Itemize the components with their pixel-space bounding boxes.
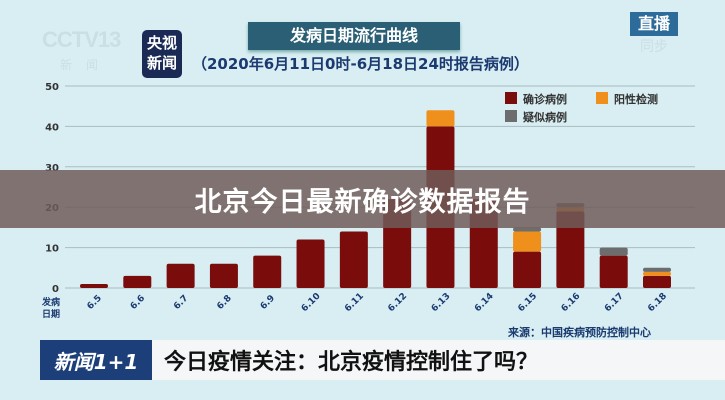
- bar-6.17: [599, 255, 628, 288]
- chart-title: 发病日期流行曲线: [248, 22, 460, 50]
- y-tick-label: 0: [52, 284, 59, 295]
- x-tick-label: 6.12: [386, 291, 409, 314]
- bar-6.15: [513, 251, 542, 288]
- bar-6.18: [643, 271, 671, 276]
- x-tick-label: 6.11: [343, 291, 366, 314]
- x-tick-label: 6.7: [172, 294, 190, 312]
- bottom-caption-bar: 新闻1+1 今日疫情关注：北京疫情控制住了吗？: [40, 340, 725, 380]
- x-tick-label: 6.10: [300, 291, 323, 314]
- bar-6.13: [426, 110, 455, 127]
- x-tick-label: 6.17: [603, 291, 626, 314]
- chart-subtitle: （2020年6月11日0时-6月18日24时报告病例）: [192, 55, 529, 73]
- banner-text: 北京今日最新确诊数据报告: [194, 186, 531, 218]
- bar-6.15: [513, 227, 542, 232]
- y-tick-label: 40: [45, 122, 59, 133]
- cctv-logo: CCTV13 新闻: [42, 27, 121, 73]
- x-tick-label: 6.15: [516, 291, 539, 314]
- x-tick-label: 6.6: [129, 294, 147, 312]
- caption-headline: 今日疫情关注：北京疫情控制住了吗？: [164, 350, 539, 375]
- x-tick-label: 6.5: [86, 294, 104, 312]
- source-note: 来源：中国疾病预防控制中心: [508, 326, 651, 339]
- x-axis-label: 发病日期: [42, 298, 61, 320]
- y-tick-label: 30: [45, 163, 59, 174]
- legend-label: 阳性检测: [614, 92, 658, 106]
- bar-6.6: [123, 275, 152, 288]
- legend-label: 确诊病例: [523, 92, 567, 106]
- x-tick-label: 6.8: [215, 294, 233, 312]
- bar-6.17: [599, 247, 628, 256]
- bar-6.7: [166, 263, 195, 288]
- live-sub: 同步: [640, 39, 668, 55]
- bar-6.5: [80, 283, 108, 288]
- bar-6.9: [253, 255, 282, 288]
- headline-banner: 北京今日最新确诊数据报告: [0, 170, 725, 228]
- bar-6.15: [513, 231, 542, 252]
- yangshi-xinwen-badge: 央视新闻: [142, 30, 182, 78]
- bar-6.10: [296, 239, 325, 288]
- bar-6.16: [556, 211, 585, 288]
- legend-swatch: [505, 92, 517, 104]
- bar-6.11: [339, 231, 368, 288]
- x-tick-label: 6.9: [259, 294, 277, 312]
- x-tick-label: 6.18: [646, 291, 669, 314]
- bar-6.18: [643, 267, 671, 272]
- x-tick-label: 6.14: [473, 291, 496, 314]
- legend-label: 疑似病例: [523, 110, 567, 124]
- x-tick-label: 6.16: [560, 291, 583, 314]
- legend-swatch: [596, 92, 608, 104]
- bar-6.18: [643, 275, 671, 288]
- bar-chart: 01020304050 6.56.66.76.86.96.106.116.126…: [45, 82, 695, 314]
- program-logo: 新闻1+1: [40, 340, 152, 380]
- y-tick-label: 10: [45, 244, 59, 255]
- legend-swatch: [505, 110, 517, 122]
- live-badge: 直播: [630, 12, 678, 36]
- cctv-logo-text: CCTV13: [42, 27, 121, 52]
- x-tick-label: 6.13: [430, 291, 453, 314]
- y-tick-label: 50: [45, 82, 59, 93]
- bar-6.8: [209, 263, 238, 288]
